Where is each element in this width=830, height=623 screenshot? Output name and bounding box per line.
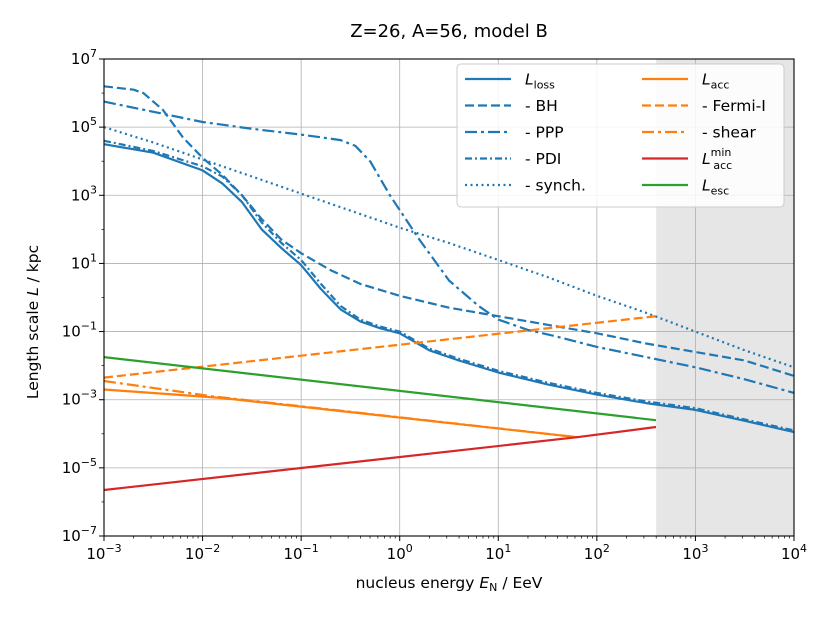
legend: Lloss - BH - PPP - PDI - synch. Lacc - Fe…	[456, 63, 785, 208]
y-axis-label-pre: Length scale	[24, 296, 42, 399]
legend-label-9: Lesc	[702, 177, 729, 198]
legend-label-8: Lmin acc	[702, 146, 732, 172]
series-line-pdi	[103, 139, 795, 432]
series-layer	[103, 85, 795, 492]
legend-box	[456, 63, 785, 208]
legend-label-4: - synch.	[525, 177, 586, 195]
x-tick-label-4: 101	[485, 542, 511, 563]
legend-label-6: - Fermi-I	[702, 97, 766, 115]
y-axis-label-post: / kpc	[24, 245, 42, 287]
series-line-l-esc	[103, 356, 657, 422]
y-axis-label: Length scale L / kpc	[24, 245, 42, 399]
series-line-l-acc-min	[103, 425, 657, 492]
x-axis-label-sub: N	[489, 581, 497, 594]
y-axis-label-var: L	[24, 287, 42, 296]
series-line-bh	[103, 85, 795, 377]
x-tick-label-0: 10−3	[86, 542, 121, 563]
x-tick-label-3: 100	[387, 542, 413, 563]
x-tick-label-7: 104	[781, 542, 807, 563]
legend-label-5: Lacc	[702, 71, 729, 92]
y-tick-label-0: 10−7	[62, 524, 97, 545]
x-tick-label-1: 10−2	[185, 542, 220, 563]
x-tick-labels: 10−3 10−2 10−1 100 101 102 103 104	[86, 542, 807, 563]
legend-label-7: - shear	[702, 124, 756, 142]
series-line-synch	[103, 126, 795, 369]
x-axis-label-pre: nucleus energy	[356, 574, 480, 592]
y-tick-labels: 10−7 10−5 10−3 10−1 101 103 105 107	[62, 47, 97, 545]
x-tick-label-6: 103	[682, 542, 708, 563]
series-line-l-loss	[103, 143, 795, 434]
series-line-ppp	[103, 100, 795, 394]
x-tick-label-2: 10−1	[283, 542, 318, 563]
y-tick-label-2: 10−3	[62, 388, 97, 409]
y-tick-label-1: 10−5	[62, 456, 97, 477]
legend-label-3: - PDI	[525, 150, 561, 168]
x-axis-label: nucleus energy EN / EeV	[356, 574, 543, 594]
legend-label-2: - PPP	[525, 124, 564, 142]
legend-label-1: - BH	[525, 97, 558, 115]
series-line-shear	[103, 379, 578, 439]
y-tick-label-3: 10−1	[62, 320, 97, 341]
y-tick-label-7: 107	[71, 47, 97, 68]
y-tick-label-4: 101	[71, 251, 97, 272]
x-axis-label-post: / EeV	[497, 574, 542, 592]
axis-ticks	[99, 58, 795, 541]
chart-title: Z=26, A=56, model B	[350, 21, 548, 42]
y-tick-label-6: 105	[71, 115, 97, 136]
x-axis-label-var: E	[479, 574, 489, 592]
x-tick-label-5: 102	[584, 542, 610, 563]
y-tick-label-5: 103	[71, 183, 97, 204]
legend-label-0: Lloss	[525, 71, 555, 92]
